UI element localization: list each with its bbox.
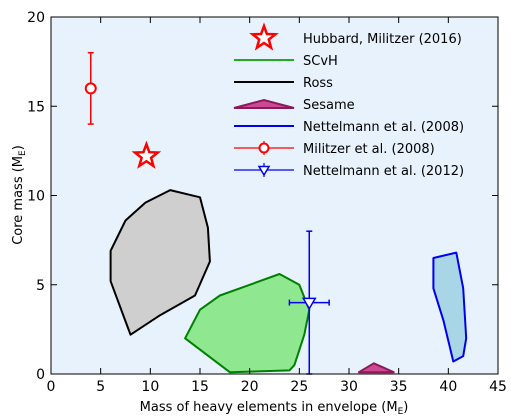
points-layer bbox=[84, 51, 330, 375]
x-tick-label: 25 bbox=[290, 379, 308, 395]
legend-label: Militzer et al. (2008) bbox=[303, 142, 435, 157]
x-tick-label: 20 bbox=[241, 379, 259, 395]
legend-label: Nettelmann et al. (2008) bbox=[303, 120, 464, 135]
data-point-triangle bbox=[301, 297, 317, 311]
legend: Hubbard, Militzer (2016) SCvH Ross Sesame Ne… bbox=[233, 22, 464, 179]
legend-marker-triangle bbox=[257, 165, 271, 177]
legend-label: Hubbard, Militzer (2016) bbox=[303, 32, 462, 47]
ticks-layer: 0 5 10 15 20 25 30 35 40 45 0 5 10 15 20 bbox=[27, 10, 507, 395]
y-tick-label: 10 bbox=[27, 189, 45, 205]
legend-marker-star bbox=[249, 22, 279, 51]
x-tick-label: 15 bbox=[191, 379, 209, 395]
y-axis-label: Core mass (ME) bbox=[11, 145, 28, 245]
plot-frame bbox=[50, 16, 499, 375]
x-tick-label: 40 bbox=[439, 379, 457, 395]
x-tick-label: 0 bbox=[47, 379, 56, 395]
x-tick-label: 10 bbox=[141, 379, 159, 395]
regions-layer bbox=[109, 189, 468, 374]
legend-label: Ross bbox=[303, 76, 333, 91]
x-tick-label: 5 bbox=[96, 379, 105, 395]
region-ross bbox=[109, 189, 211, 336]
legend-marker-circle bbox=[258, 142, 270, 154]
legend-marker-patch bbox=[233, 98, 295, 109]
region-nettelmann-et-al-2008 bbox=[432, 251, 468, 363]
y-tick-label: 0 bbox=[36, 367, 45, 383]
y-tick-label: 15 bbox=[27, 99, 45, 115]
x-axis-label: Mass of heavy elements in envelope (ME) bbox=[140, 400, 409, 417]
x-tick-label: 30 bbox=[340, 379, 358, 395]
x-tick-label: 45 bbox=[489, 379, 507, 395]
legend-label: Nettelmann et al. (2012) bbox=[303, 164, 464, 179]
region-sesame bbox=[357, 362, 395, 374]
legend-label: SCvH bbox=[303, 54, 338, 69]
data-point-star bbox=[131, 140, 162, 169]
y-tick-label: 5 bbox=[36, 278, 45, 294]
x-tick-label: 35 bbox=[390, 379, 408, 395]
data-point-circle bbox=[84, 82, 97, 95]
legend-label: Sesame bbox=[303, 98, 355, 113]
region-scvh bbox=[184, 273, 311, 374]
y-tick-label: 20 bbox=[27, 10, 45, 26]
